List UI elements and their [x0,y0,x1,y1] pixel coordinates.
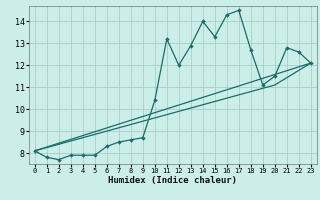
Point [236,9,241,12]
Point [224,13,229,16]
Point [308,61,313,65]
Point [104,145,109,148]
Point [128,138,133,141]
Point [248,48,253,51]
Point [68,154,73,157]
Point [116,140,121,144]
Point [176,64,181,67]
Point [260,83,265,87]
Point [284,46,289,49]
Point [44,156,49,159]
Point [56,158,61,161]
Point [152,99,157,102]
Point [200,20,205,23]
Point [32,149,37,152]
Point [188,44,193,47]
Point [140,136,145,139]
Point [272,75,277,78]
X-axis label: Humidex (Indice chaleur): Humidex (Indice chaleur) [108,176,237,185]
Point [92,154,97,157]
Point [296,50,301,54]
Point [164,37,169,41]
Point [80,154,85,157]
Point [212,35,217,38]
